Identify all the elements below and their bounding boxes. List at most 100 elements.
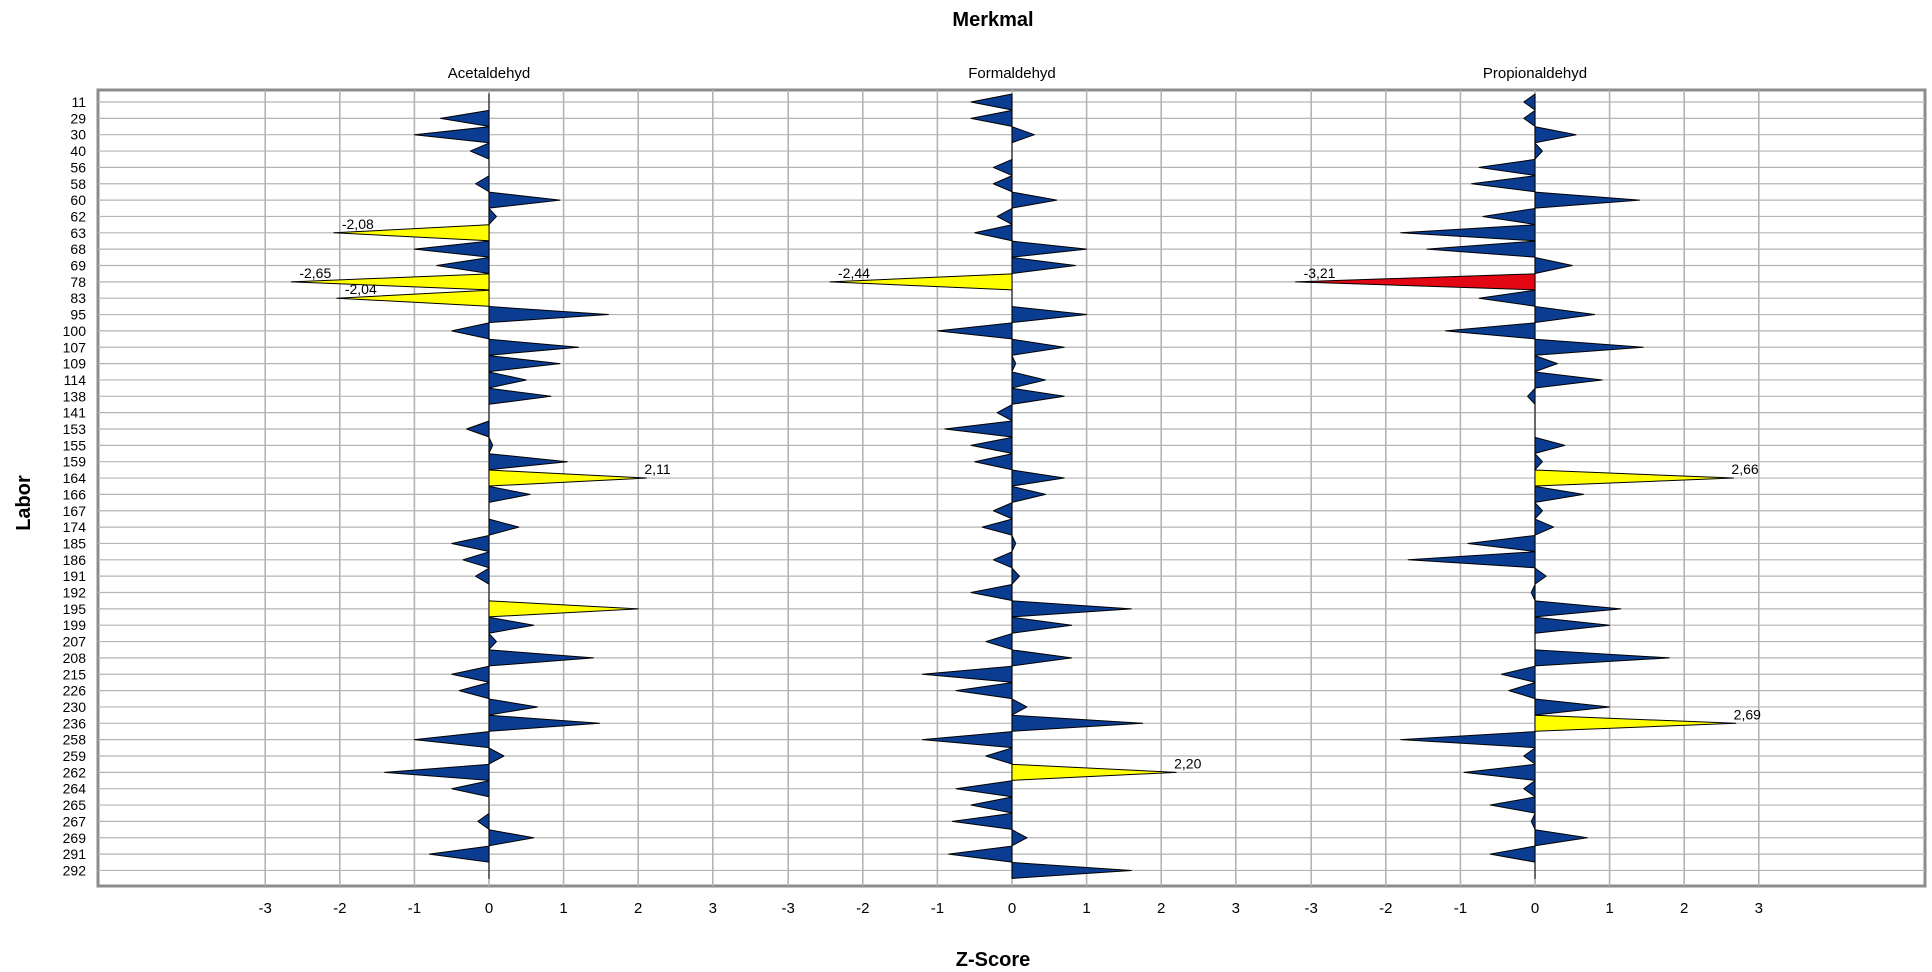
z-score-mark: [1523, 780, 1536, 798]
z-score-mark: [428, 845, 490, 863]
y-tick-label: 114: [64, 372, 87, 388]
z-score-mark: [488, 453, 568, 471]
y-tick-label: 236: [63, 715, 87, 731]
y-axis-label: Labor: [13, 475, 35, 531]
z-score-mark: [970, 109, 1013, 127]
z-score-mark: [1534, 453, 1543, 471]
y-tick-label: 159: [63, 454, 87, 470]
z-score-mark: [1534, 567, 1547, 585]
z-score-mark: [1011, 567, 1020, 585]
z-score-mark: [488, 698, 538, 716]
z-score-mark: [488, 387, 552, 405]
z-score-mark: [488, 714, 600, 732]
y-tick-label: 141: [63, 405, 87, 421]
y-tick-label: 107: [63, 339, 87, 355]
z-score-mark: [1534, 469, 1734, 487]
z-score-mark: [996, 207, 1013, 225]
z-score-mark: [384, 763, 490, 781]
x-tick-label: 0: [1008, 900, 1016, 917]
y-tick-label: 109: [63, 356, 87, 372]
z-score-mark: [488, 207, 497, 225]
y-tick-label: 166: [63, 486, 87, 502]
y-tick-label: 264: [63, 781, 87, 797]
y-tick-label: 63: [70, 225, 86, 241]
z-score-mark: [1011, 306, 1088, 324]
y-tick-label: 226: [63, 683, 87, 699]
y-tick-label: 153: [63, 421, 87, 437]
z-score-mark: [1011, 240, 1088, 258]
x-tick-label: 3: [709, 900, 717, 917]
z-score-mark: [451, 322, 490, 340]
y-tick-label: 78: [70, 274, 86, 290]
x-tick-label: 1: [1605, 900, 1613, 917]
z-score-mark: [462, 551, 490, 569]
z-score-mark: [488, 485, 531, 503]
y-tick-label: 199: [63, 617, 87, 633]
y-tick-label: 186: [63, 552, 87, 568]
z-score-mark: [970, 796, 1013, 814]
z-score-mark: [1534, 338, 1644, 356]
z-score-mark: [1534, 649, 1670, 667]
z-score-mark: [413, 731, 490, 749]
z-score-mark: [475, 567, 490, 585]
panel-title: Formaldehyd: [968, 65, 1056, 82]
x-tick-label: -3: [782, 900, 795, 917]
y-tick-label: 62: [70, 208, 86, 224]
z-score-mark: [992, 502, 1013, 520]
z-score-mark: [1482, 207, 1536, 225]
y-tick-label: 262: [63, 764, 87, 780]
z-score-mark: [1400, 731, 1536, 749]
z-score-mark: [488, 616, 535, 634]
y-tick-label: 265: [63, 797, 87, 813]
z-score-mark: [996, 404, 1013, 422]
y-tick-label: 100: [63, 323, 87, 339]
z-score-mark: [1489, 845, 1536, 863]
z-score-mark: [1523, 747, 1536, 765]
z-score-mark: [985, 747, 1013, 765]
z-score-mark: [1011, 714, 1144, 732]
y-tick-label: 195: [63, 601, 87, 617]
value-label: -3,21: [1304, 265, 1336, 281]
z-score-mark: [1011, 649, 1073, 667]
z-score-mark: [974, 224, 1013, 242]
value-label: -2,65: [299, 265, 331, 281]
z-score-mark: [985, 633, 1013, 651]
z-score-mark: [488, 469, 647, 487]
x-tick-label: 2: [1680, 900, 1688, 917]
panel-title: Acetaldehyd: [448, 65, 531, 82]
z-score-mark: [1530, 584, 1536, 601]
z-score-mark: [1534, 485, 1584, 503]
value-label: 2,66: [1731, 461, 1758, 477]
z-score-mark: [955, 682, 1013, 700]
x-tick-label: -1: [1454, 900, 1467, 917]
x-tick-label: -2: [1379, 900, 1392, 917]
z-score-mark: [936, 322, 1013, 340]
z-score-mark: [488, 371, 527, 389]
y-tick-label: 174: [63, 519, 87, 535]
z-score-mark: [1534, 436, 1566, 454]
z-score-mark: [1489, 796, 1536, 814]
z-score-mark: [1527, 387, 1536, 405]
z-score-mark: [1011, 829, 1028, 847]
z-score-mark: [1534, 829, 1588, 847]
z-score-mark: [1534, 698, 1611, 716]
z-score-mark: [488, 436, 494, 454]
value-label: 2,11: [644, 461, 670, 477]
value-label: -2,08: [342, 216, 374, 232]
value-label: -2,44: [838, 265, 870, 281]
z-score-mark: [488, 829, 535, 847]
z-score-mark: [451, 780, 490, 798]
z-score-mark: [1011, 191, 1058, 209]
x-tick-label: 1: [559, 900, 567, 917]
z-score-mark: [1523, 109, 1536, 127]
panel-title: Propionaldehyd: [1483, 65, 1587, 82]
z-score-mark: [1471, 175, 1536, 193]
y-tick-label: 215: [63, 666, 87, 682]
z-score-mark: [948, 845, 1013, 863]
z-score-mark: [336, 289, 490, 307]
z-score-mark: [1534, 355, 1558, 373]
y-tick-label: 291: [63, 846, 87, 862]
x-tick-label: 3: [1232, 900, 1240, 917]
z-score-mark: [1534, 142, 1543, 160]
